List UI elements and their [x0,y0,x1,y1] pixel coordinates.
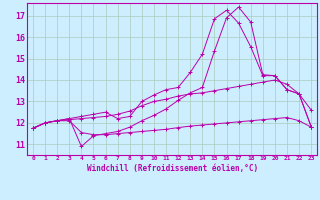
X-axis label: Windchill (Refroidissement éolien,°C): Windchill (Refroidissement éolien,°C) [86,164,258,173]
